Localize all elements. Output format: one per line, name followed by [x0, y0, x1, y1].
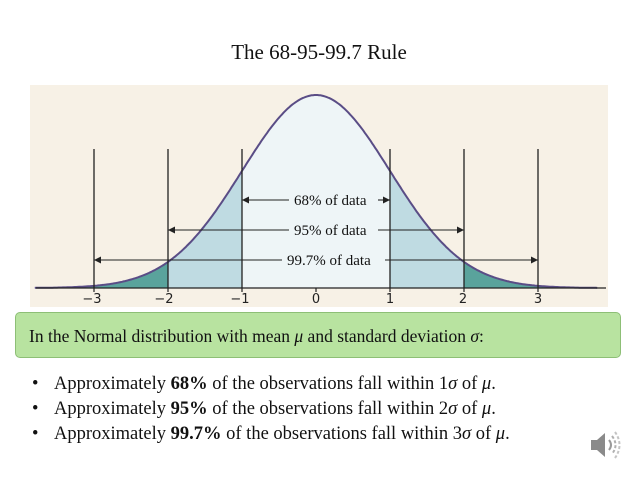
bullet-text: .: [505, 424, 510, 444]
tick-label-minus-3: −3: [82, 292, 101, 307]
mu-symbol: μ: [294, 326, 304, 346]
band-label-99-7: 99.7% of data: [287, 253, 371, 269]
bullet-95: • Approximately 95% of the observations f…: [32, 397, 510, 422]
bullet-text: .: [491, 374, 496, 394]
arrow-head-right: [383, 196, 390, 204]
bullet-text: .: [491, 399, 496, 419]
normal-curve-figure: 68% of data 95% of data 99.7% of data −3…: [30, 85, 608, 307]
definition-box: In the Normal distribution with mean μ a…: [15, 312, 621, 358]
rule-bullet-list: • Approximately 68% of the observations f…: [32, 372, 510, 447]
arrow-head-right: [531, 256, 538, 264]
band-labels: 68% of data 95% of data 99.7% of data: [287, 193, 371, 269]
sigma-symbol: σ: [448, 399, 458, 419]
bullet-percent: 95%: [170, 399, 208, 419]
arrow-head-left: [168, 226, 175, 234]
tick-label-2: 2: [459, 292, 467, 307]
bullet-text: of: [457, 399, 482, 419]
bullet-percent: 68%: [170, 374, 208, 394]
interval-arrows: [94, 196, 538, 264]
bullet-symbol: •: [32, 424, 39, 444]
tick-marks: [93, 288, 539, 292]
tail-region-right: [464, 261, 598, 288]
bullet-68: • Approximately 68% of the observations f…: [32, 372, 510, 397]
bullet-text: of the observations fall within 1: [207, 374, 449, 394]
bullet-text: of: [457, 374, 482, 394]
bullet-symbol: •: [32, 374, 39, 394]
bullet-symbol: •: [32, 399, 39, 419]
tick-label-3: 3: [534, 292, 542, 307]
bullet-text: of: [471, 424, 496, 444]
normal-curve-line: [34, 94, 598, 289]
sigma-symbol: σ: [461, 424, 472, 444]
bullet-text: Approximately: [54, 424, 171, 444]
definition-prefix: In the Normal distribution with mean: [29, 326, 295, 346]
axis-tick-labels: −3 −2 −1 0 1 2 3: [82, 292, 542, 307]
tick-label-minus-2: −2: [154, 292, 173, 307]
arrow-head-right: [457, 226, 464, 234]
tick-label-1: 1: [386, 292, 394, 307]
sigma-lines: [93, 149, 539, 288]
mu-symbol: μ: [495, 424, 506, 444]
mu-symbol: μ: [481, 399, 492, 419]
band-label-68: 68% of data: [294, 193, 367, 209]
mu-symbol: μ: [481, 374, 492, 394]
bullet-text: Approximately: [54, 399, 171, 419]
normal-curve-graphic: 68% of data 95% of data 99.7% of data −3…: [34, 94, 606, 307]
tick-label-minus-1: −1: [230, 292, 249, 307]
definition-suffix: :: [479, 326, 484, 346]
bullet-99-7: • Approximately 99.7% of the observations…: [32, 422, 510, 447]
center-region: [242, 95, 390, 288]
sigma-symbol: σ: [448, 374, 458, 394]
bullet-text: of the observations fall within 3: [221, 424, 462, 444]
tick-label-0: 0: [312, 292, 320, 307]
bullet-text: of the observations fall within 2: [207, 399, 449, 419]
bullet-percent: 99.7%: [170, 424, 222, 444]
tail-region-left: [34, 261, 168, 288]
sigma-symbol: σ: [470, 326, 479, 346]
bullet-text: Approximately: [54, 374, 171, 394]
definition-text: In the Normal distribution with mean μ a…: [29, 326, 484, 347]
band-label-95: 95% of data: [294, 223, 367, 239]
arrow-head-left: [242, 196, 249, 204]
slide-title: The 68-95-99.7 Rule: [231, 40, 407, 64]
speaker-icon[interactable]: [586, 426, 624, 469]
definition-middle: and standard deviation: [303, 326, 471, 346]
arrow-head-left: [94, 256, 101, 264]
